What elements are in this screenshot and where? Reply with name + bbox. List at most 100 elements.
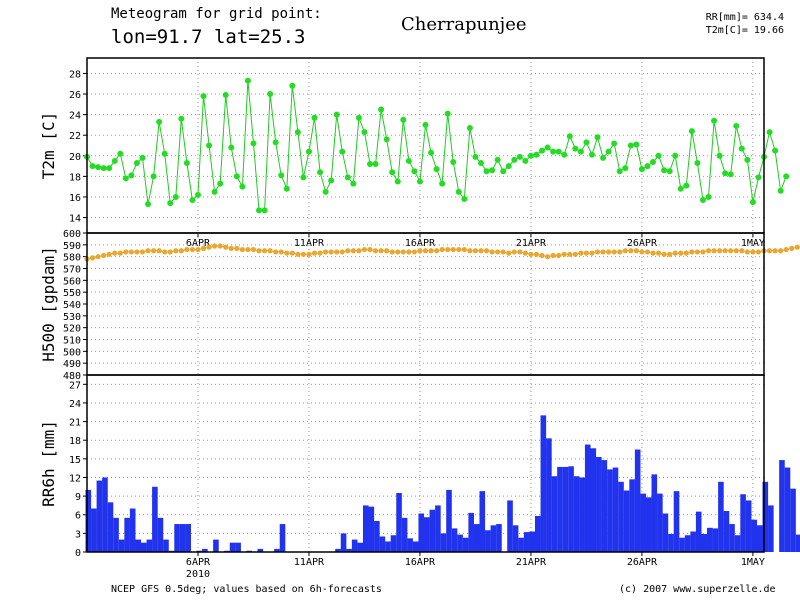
- temperature-point: [749, 199, 756, 206]
- precip-bar: [756, 525, 763, 552]
- precip-bar: [235, 542, 241, 552]
- temperature-point: [505, 163, 512, 170]
- x-tick-label: 21APR: [516, 238, 547, 249]
- temperature-point: [716, 152, 723, 159]
- temperature-point: [783, 173, 790, 180]
- x-tick-label: 26APR: [627, 238, 658, 249]
- temperature-point: [416, 178, 423, 185]
- geopotential-point: [678, 250, 684, 256]
- y-tick-label: 480: [63, 371, 81, 382]
- y-tick-label: 0: [75, 548, 81, 559]
- y-tick-label: 520: [63, 324, 81, 335]
- precip-bar: [462, 537, 469, 552]
- temperature-point: [422, 121, 429, 128]
- geopotential-point: [667, 251, 673, 257]
- precip-bar: [140, 542, 147, 552]
- y-tick-label: 28: [69, 69, 81, 80]
- temperature-point: [283, 185, 290, 192]
- temperature-point: [661, 167, 668, 174]
- temperature-point: [333, 111, 340, 118]
- precip-bar: [784, 467, 791, 552]
- precip-bar: [623, 490, 630, 552]
- precip-bar: [579, 477, 585, 552]
- geopotential-point: [766, 248, 773, 254]
- temperature-point: [600, 154, 607, 161]
- geopotential-point: [717, 248, 723, 254]
- geopotential-point: [594, 249, 601, 255]
- x-tick-label: 11APR: [294, 238, 325, 249]
- precip-bar: [618, 481, 624, 552]
- geopotential-point: [489, 249, 495, 255]
- precip-bar: [179, 524, 186, 552]
- y-tick-label: 550: [63, 288, 81, 299]
- temperature-point: [627, 142, 634, 149]
- temperature-point: [228, 144, 235, 151]
- geopotential-point: [306, 251, 312, 257]
- precip-bar: [396, 493, 402, 552]
- geopotential-point: [428, 248, 434, 254]
- y-tick-label: 9: [75, 492, 81, 503]
- geopotential-point: [700, 249, 706, 255]
- temperature-point: [183, 160, 190, 166]
- geopotential-point: [228, 245, 234, 251]
- precip-bar: [790, 488, 796, 552]
- temperature-point: [355, 114, 362, 121]
- precip-bar: [440, 533, 447, 552]
- geopotential-point: [101, 252, 107, 259]
- temperature-point: [439, 180, 446, 187]
- precip-bar: [485, 530, 491, 552]
- geopotential-point: [617, 249, 623, 255]
- geopotential-point: [162, 249, 168, 255]
- temperature-point: [405, 157, 412, 164]
- temperature-point: [206, 142, 213, 149]
- geopotential-point: [583, 250, 590, 256]
- temperature-point: [361, 129, 368, 136]
- precip-bar: [357, 542, 364, 552]
- geopotential-point: [384, 248, 390, 254]
- geopotential-point: [672, 250, 678, 256]
- temperature-point: [522, 157, 529, 164]
- geopotential-point: [683, 250, 689, 256]
- precip-bar: [407, 538, 413, 552]
- precip-bar: [740, 494, 746, 552]
- geopotential-point: [89, 255, 96, 261]
- geopotential-point: [123, 249, 129, 255]
- precip-bar: [551, 476, 558, 552]
- geopotential-point: [356, 248, 362, 254]
- precip-bar: [146, 539, 153, 552]
- precip-bar: [651, 474, 658, 552]
- y-tick-label: 15: [69, 455, 81, 466]
- temperature-point: [89, 163, 96, 170]
- geopotential-point: [112, 250, 118, 256]
- precip-bar: [418, 513, 425, 552]
- precip-bar: [662, 513, 669, 552]
- precip-bar: [368, 506, 375, 552]
- y-tick-label: 16: [69, 193, 81, 204]
- geopotential-point: [95, 254, 101, 260]
- x-tick-label: 21APR: [516, 557, 547, 568]
- geopotential-point: [323, 249, 329, 255]
- geopotential-point: [389, 249, 395, 255]
- temperature-point: [305, 148, 312, 155]
- temperature-point: [106, 165, 113, 172]
- precip-bar: [534, 515, 541, 552]
- geopotential-point: [661, 251, 667, 257]
- temperature-point: [461, 196, 468, 203]
- temperature-point: [289, 82, 296, 89]
- geopotential-point: [345, 248, 351, 254]
- geopotential-point: [472, 248, 479, 254]
- y-tick-label: 3: [75, 529, 81, 540]
- chart-title-coordinates: lon=91.7 lat=25.3: [111, 26, 306, 48]
- precip-bar: [512, 525, 519, 552]
- x-tick-label: 6APR: [186, 557, 211, 568]
- precip-bar: [335, 548, 341, 552]
- precip-bar: [340, 533, 347, 552]
- geopotential-point: [295, 251, 301, 257]
- y-tick-label: 18: [69, 172, 81, 183]
- geopotential-point: [722, 248, 728, 254]
- temperature-point: [583, 139, 590, 146]
- y-tick-label: 20: [69, 152, 81, 163]
- geopotential-point: [639, 249, 645, 255]
